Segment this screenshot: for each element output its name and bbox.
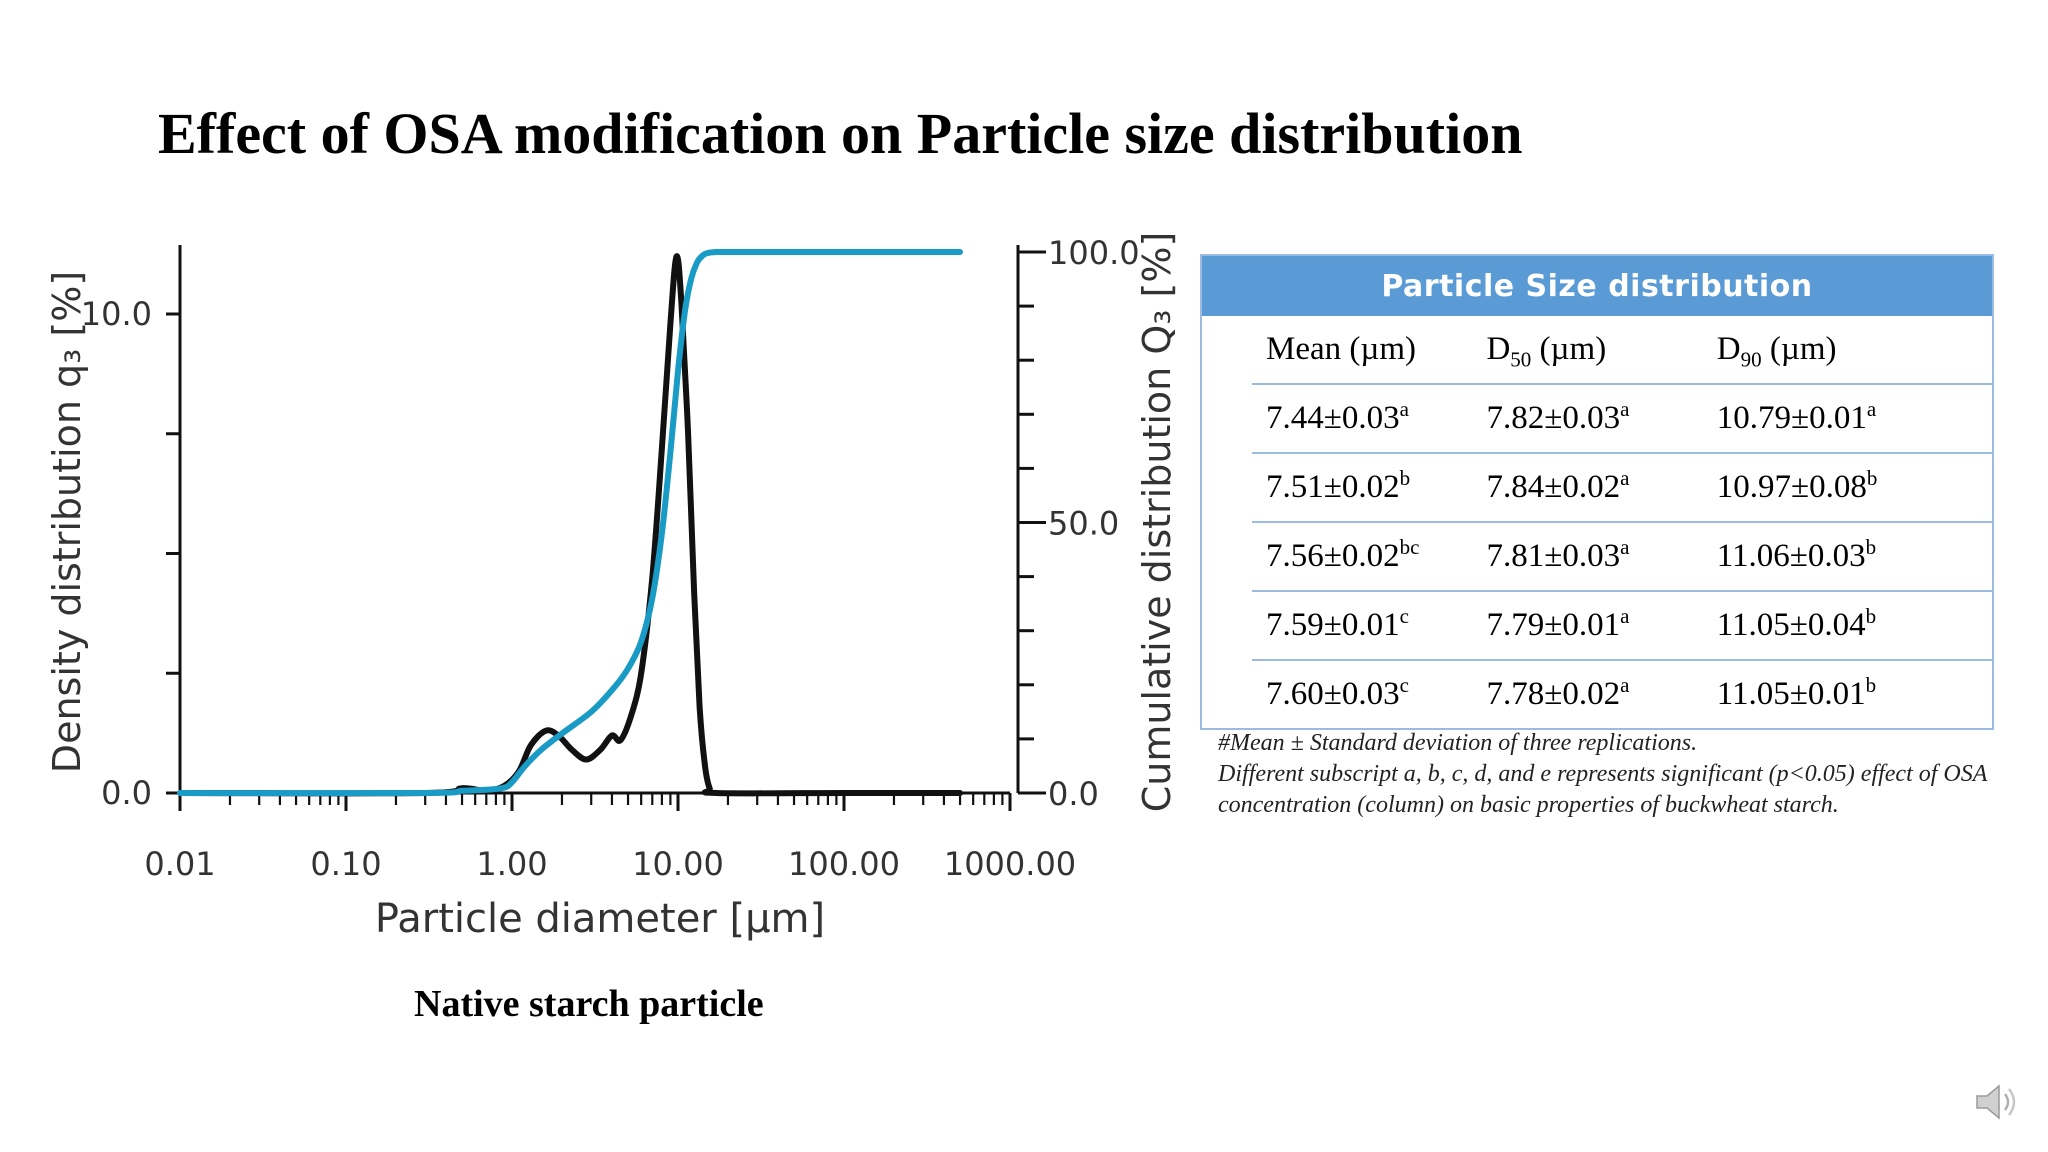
table-cell: 7.82±0.03a xyxy=(1486,397,1630,437)
header-d50: D50 (µm) xyxy=(1486,331,1607,372)
x-tick-label: 100.00 xyxy=(788,845,900,883)
x-axis-label: Particle diameter [µm] xyxy=(375,896,825,942)
y-right-tick-label: 0.0 xyxy=(1048,775,1099,813)
chart-axes: 0.01 0.10 1.00 10.00 100.00 1000.00 0.0 10.0 0.0… xyxy=(81,234,1140,883)
header-mean: Mean (µm) xyxy=(1266,331,1417,367)
y-axis-left-label: Density distribution q₃ [%] xyxy=(45,271,89,773)
x-tick-label: 1.00 xyxy=(476,845,547,883)
particle-size-chart: 0.01 0.10 1.00 10.00 100.00 1000.00 0.0 10.0 0.0… xyxy=(45,232,1179,942)
table-footnote: #Mean ± Standard deviation of three repl… xyxy=(1218,728,2008,821)
particle-size-table: Particle Size distribution Mean (µm) D50… xyxy=(1200,254,1994,730)
table-cell: 7.51±0.02b xyxy=(1266,466,1411,506)
density-series-line xyxy=(177,253,963,797)
table-row: 7.59±0.01c 7.79±0.01a 11.05±0.04b xyxy=(1252,592,1992,661)
table-cell: 7.78±0.02a xyxy=(1486,673,1630,713)
table-cell: 7.81±0.03a xyxy=(1486,535,1630,575)
x-tick-label: 1000.00 xyxy=(944,845,1076,883)
table-cell: 10.79±0.01a xyxy=(1716,397,1877,437)
slide-title: Effect of OSA modification on Particle s… xyxy=(158,101,1523,166)
table-cell: 7.60±0.03c xyxy=(1266,673,1409,713)
table-cell: 11.05±0.04b xyxy=(1716,604,1877,644)
header-d90: D90 (µm) xyxy=(1716,331,1837,372)
footnote-line-1: #Mean ± Standard deviation of three repl… xyxy=(1218,730,1698,756)
chart-caption: Native starch particle xyxy=(414,983,764,1025)
y-axis-right-label: Cumulative distribution Q₃ [%] xyxy=(1135,232,1179,813)
table-cell: 7.56±0.02bc xyxy=(1266,535,1420,575)
chart-marks xyxy=(177,248,963,797)
table-cell: 7.84±0.02a xyxy=(1486,466,1630,506)
speaker-icon[interactable] xyxy=(1975,1082,2021,1122)
x-tick-label: 10.00 xyxy=(632,845,724,883)
table-cell: 7.44±0.03a xyxy=(1266,397,1409,437)
table-cell: 7.59±0.01c xyxy=(1266,604,1409,644)
table-cell: 11.05±0.01b xyxy=(1716,673,1877,713)
table-row: 7.51±0.02b 7.84±0.02a 10.97±0.08b xyxy=(1252,454,1992,523)
table-row: 7.56±0.02bc 7.81±0.03a 11.06±0.03b xyxy=(1252,523,1992,592)
table-header-row: Mean (µm) D50 (µm) D90 (µm) xyxy=(1252,316,1992,385)
cumulative-series-line xyxy=(177,248,963,797)
x-tick-label: 0.10 xyxy=(310,845,381,883)
y-left-tick-label: 0.0 xyxy=(101,774,152,812)
y-left-tick-label: 10.0 xyxy=(81,295,152,333)
y-right-tick-label: 100.0 xyxy=(1048,234,1140,272)
table-cell: 11.06±0.03b xyxy=(1716,535,1877,575)
x-tick-label: 0.01 xyxy=(144,845,215,883)
table-cell: 7.79±0.01a xyxy=(1486,604,1630,644)
table-cell: 10.97±0.08b xyxy=(1716,466,1878,506)
table-row: 7.44±0.03a 7.82±0.03a 10.79±0.01a xyxy=(1252,385,1992,454)
table-title: Particle Size distribution xyxy=(1202,256,1992,316)
y-right-tick-label: 50.0 xyxy=(1048,505,1119,543)
footnote-line-2: Different subscript a, b, c, d, and e re… xyxy=(1218,761,1987,818)
table-row: 7.60±0.03c 7.78±0.02a 11.05±0.01b xyxy=(1252,661,1992,728)
